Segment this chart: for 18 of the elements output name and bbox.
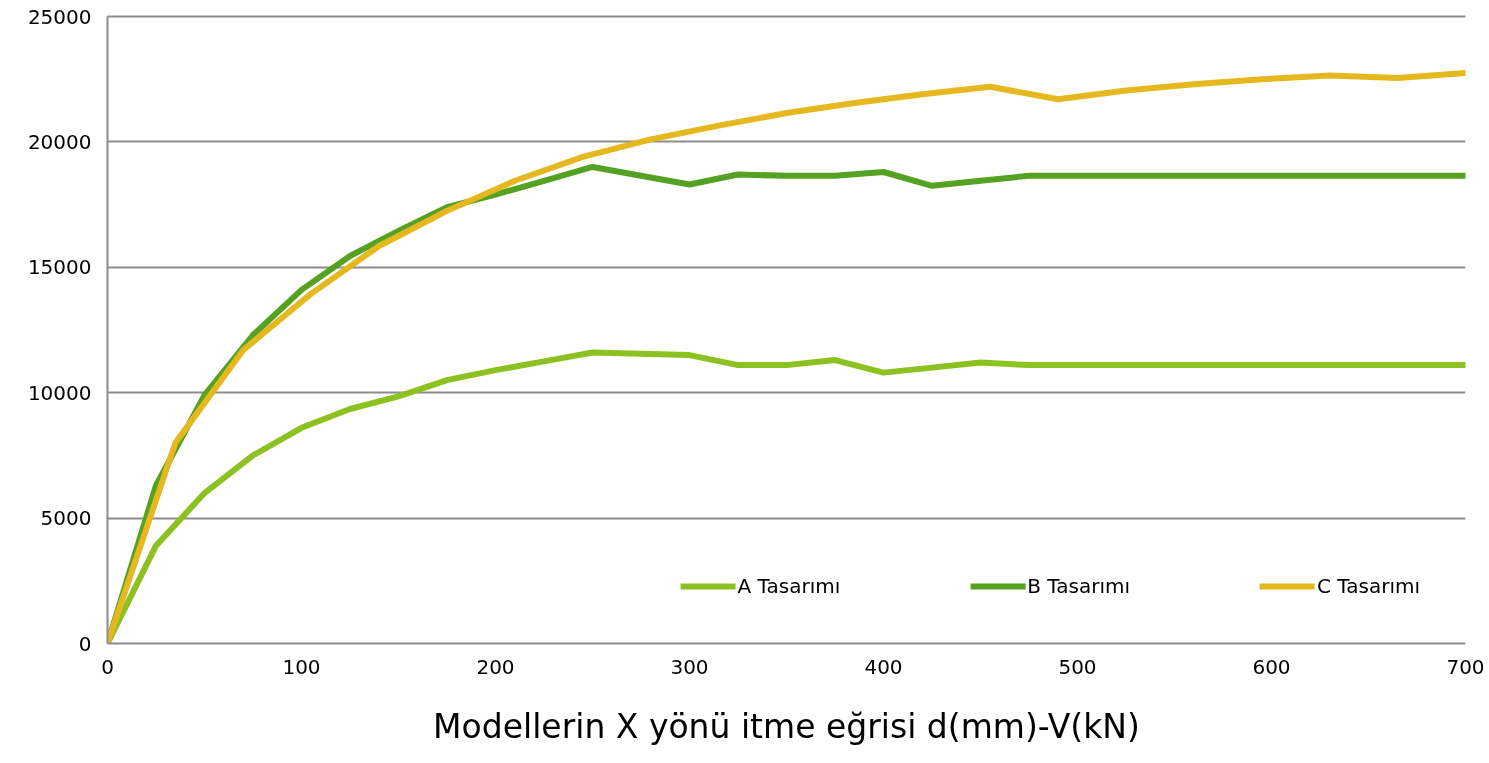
x-tick-label: 500 [1058, 654, 1097, 679]
x-tick-label: 300 [670, 654, 709, 679]
legend-label: B Tasarımı [1027, 574, 1131, 598]
y-tick-label: 10000 [27, 380, 92, 405]
y-tick-label: 5000 [40, 506, 92, 531]
legend-label: C Tasarımı [1317, 574, 1420, 598]
x-tick-label: 600 [1252, 654, 1291, 679]
x-axis-title: Modellerin X yönü itme eğrisi d(mm)-V(kN) [433, 706, 1140, 746]
x-tick-label: 400 [864, 654, 903, 679]
x-tick-label: 0 [101, 654, 114, 679]
x-tick-label: 200 [476, 654, 515, 679]
x-tick-label: 100 [282, 654, 321, 679]
legend-label: A Tasarımı [737, 574, 841, 598]
y-tick-label: 0 [78, 631, 92, 656]
x-tick-label: 700 [1446, 654, 1485, 679]
y-tick-label: 20000 [27, 129, 92, 154]
y-tick-label: 15000 [27, 255, 92, 280]
y-tick-label: 25000 [27, 4, 92, 29]
